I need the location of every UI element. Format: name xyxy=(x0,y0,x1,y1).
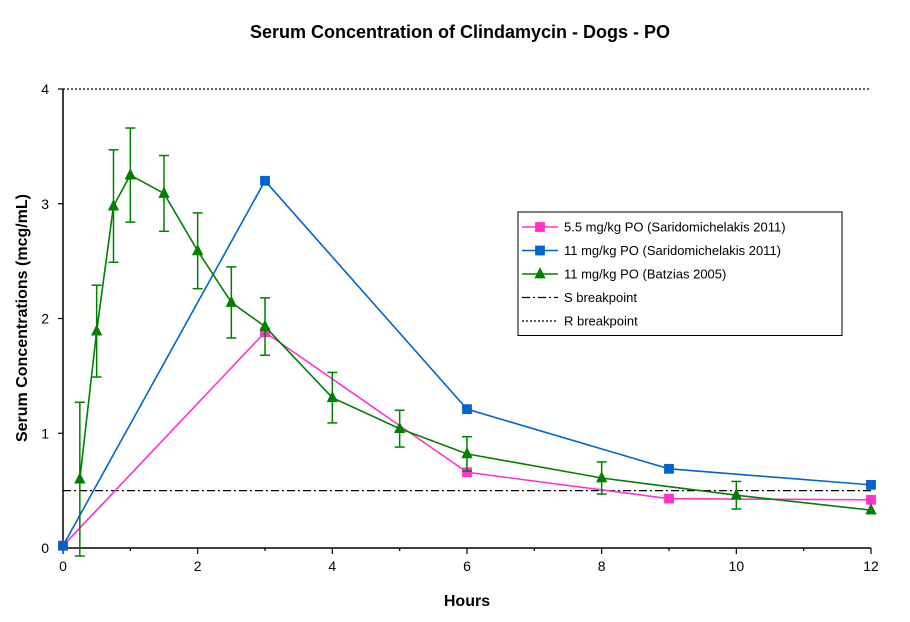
y-tick-label: 1 xyxy=(41,425,49,441)
x-tick-label: 4 xyxy=(328,558,336,574)
legend: 5.5 mg/kg PO (Saridomichelakis 2011) 11 m… xyxy=(517,211,843,336)
data-point xyxy=(326,390,338,403)
legend-item: 5.5 mg/kg PO (Saridomichelakis 2011) xyxy=(522,220,786,235)
x-tick-label: 6 xyxy=(463,558,471,574)
x-tick-label: 0 xyxy=(59,558,67,574)
legend-label: R breakpoint xyxy=(564,314,638,329)
y-axis-title: Serum Concentrations (mcg/mL) xyxy=(14,194,31,442)
data-point xyxy=(664,463,674,474)
legend-item: 11 mg/kg PO (Saridomichelakis 2011) xyxy=(522,243,781,258)
legend-label: 11 mg/kg PO (Saridomichelakis 2011) xyxy=(564,243,781,258)
data-point xyxy=(74,472,86,484)
data-point xyxy=(260,175,270,186)
data-point xyxy=(866,494,876,505)
x-tick-label: 2 xyxy=(194,558,202,574)
series-2 xyxy=(58,175,876,551)
legend-box xyxy=(517,211,843,336)
data-point xyxy=(58,540,68,551)
y-tick-label: 0 xyxy=(41,540,49,556)
x-tick-label: 8 xyxy=(598,558,606,574)
y-tick-label: 3 xyxy=(41,196,49,212)
data-point xyxy=(124,168,136,180)
data-point xyxy=(192,243,204,256)
x-axis-title: Hours xyxy=(444,593,490,610)
data-point xyxy=(865,503,877,515)
data-point xyxy=(394,421,406,434)
chart-title: Serum Concentration of Clindamycin - Dog… xyxy=(250,22,670,42)
data-point xyxy=(461,447,473,459)
x-tick-label: 12 xyxy=(863,558,879,574)
legend-label: 11 mg/kg PO (Batzias 2005) xyxy=(564,267,726,282)
legend-marker xyxy=(535,222,545,232)
series-3 xyxy=(74,127,877,557)
data-point xyxy=(225,295,237,307)
data-point xyxy=(158,186,170,198)
legend-label: 5.5 mg/kg PO (Saridomichelakis 2011) xyxy=(564,220,786,235)
legend-marker xyxy=(535,245,545,256)
data-point xyxy=(866,479,876,490)
legend-item: R breakpoint xyxy=(522,314,638,329)
data-point xyxy=(107,199,120,211)
legend-item: S breakpoint xyxy=(522,290,637,305)
data-point xyxy=(596,471,608,483)
legend-marker xyxy=(534,267,546,279)
data-point xyxy=(730,488,742,500)
data-point xyxy=(91,324,103,336)
data-point xyxy=(664,493,674,504)
legend-label: S breakpoint xyxy=(564,290,637,305)
data-point xyxy=(259,319,271,331)
y-tick-label: 4 xyxy=(41,81,49,97)
series-line xyxy=(79,173,872,511)
y-tick-label: 2 xyxy=(41,311,49,327)
legend-item: 11 mg/kg PO (Batzias 2005) xyxy=(522,267,726,282)
data-point xyxy=(462,404,472,415)
x-tick-label: 10 xyxy=(729,558,745,574)
